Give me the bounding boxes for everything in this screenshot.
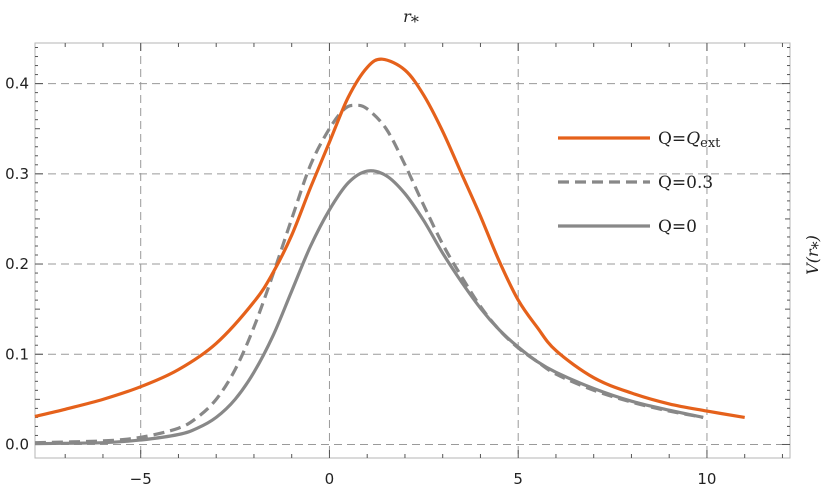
series-line-1: [34, 103, 704, 445]
x-tick-label: −5: [130, 470, 152, 488]
y-axis-title: V(r⁎): [803, 235, 822, 275]
series-line-0: [34, 57, 745, 419]
y-tick-label: 0.1: [5, 345, 29, 363]
legend-label-0: Q=Qext: [658, 129, 721, 151]
plot-frame: [34, 42, 791, 459]
y-tick-label: 0.3: [5, 165, 29, 183]
legend-label-2: Q=0: [658, 217, 697, 237]
series-lines: [34, 57, 745, 446]
y-tick-label: 0.0: [5, 435, 29, 453]
x-tick-label: 0: [325, 470, 335, 488]
plot-border: [34, 42, 791, 459]
x-tick-label: 5: [513, 470, 523, 488]
x-axis-title: r⁎: [403, 7, 419, 26]
axis-ticks: −5 0 5 10 0.0 0.1 0.2 0.3 0.4: [5, 43, 790, 488]
grid-lines: [35, 43, 790, 458]
y-tick-label: 0.4: [5, 75, 29, 93]
legend-label-1: Q=0.3: [658, 173, 713, 193]
y-tick-label: 0.2: [5, 255, 29, 273]
legend: Q=Qext Q=0.3 Q=0: [558, 129, 721, 237]
x-tick-label: 10: [697, 470, 716, 488]
